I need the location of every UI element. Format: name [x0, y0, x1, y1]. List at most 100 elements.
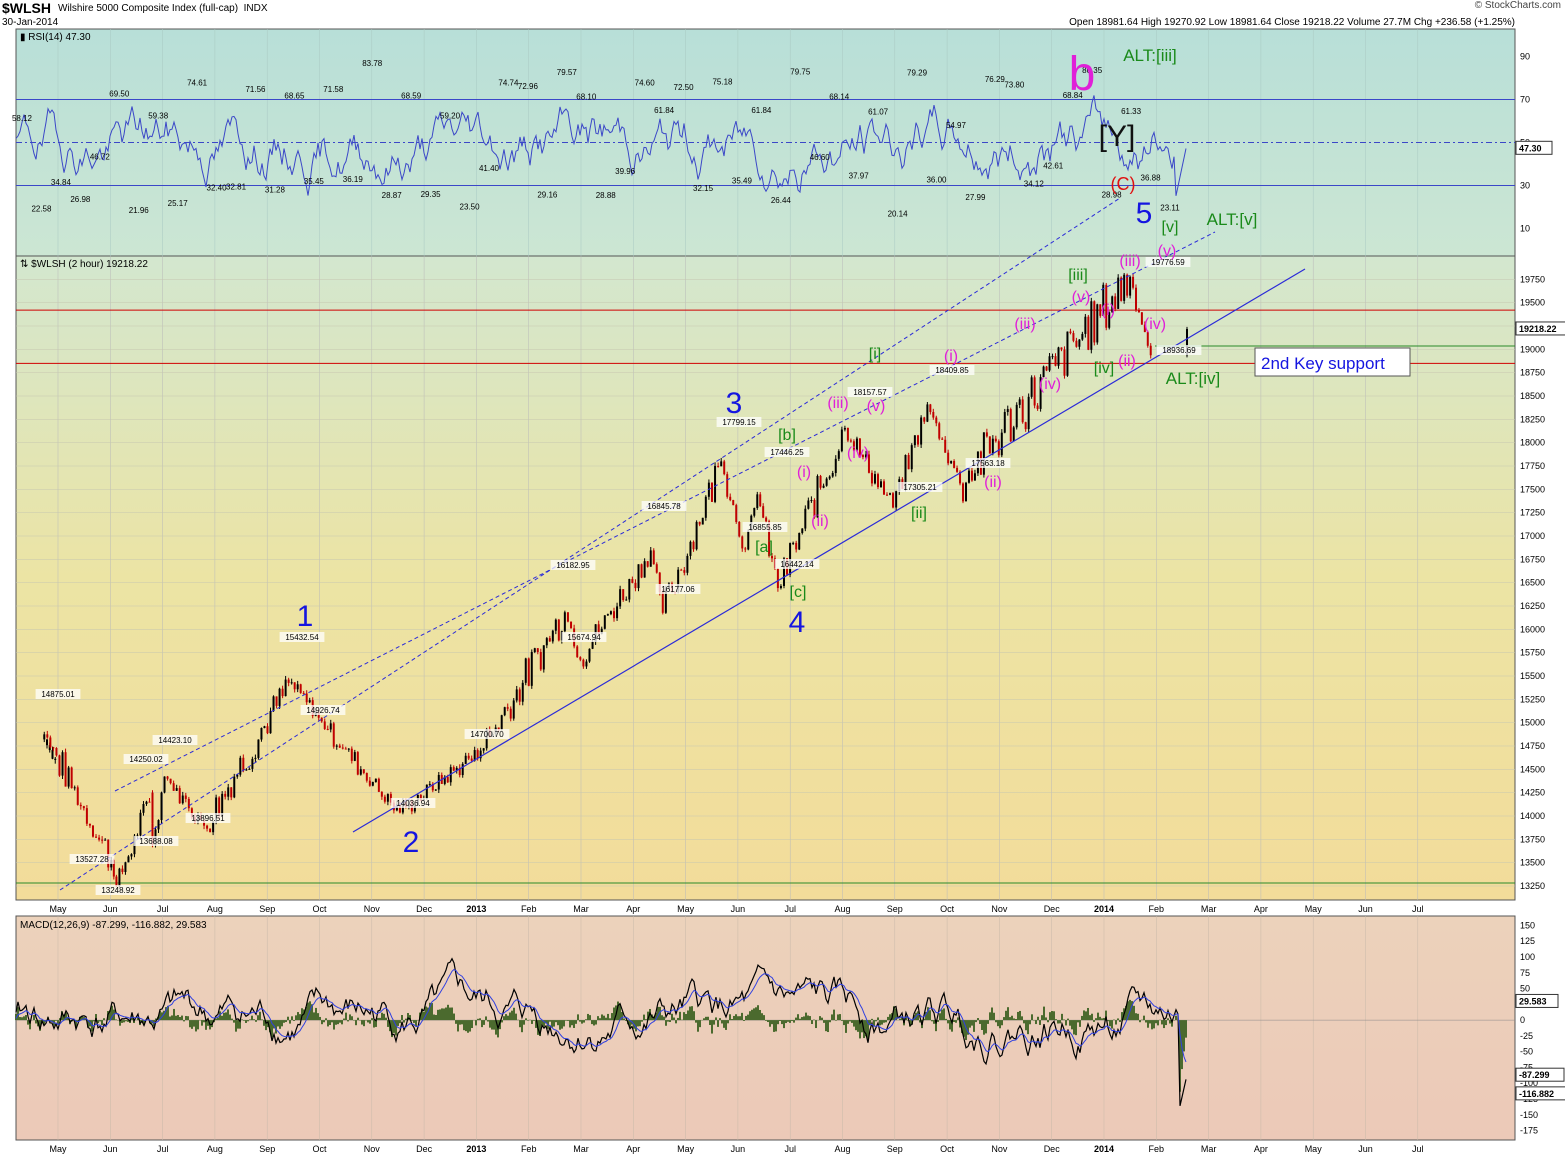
price-candle-body [362, 769, 365, 774]
macd-histogram-bar [403, 1020, 405, 1023]
macd-histogram-bar [287, 1016, 289, 1021]
x-tick-label: Oct [940, 1144, 955, 1154]
x-tick-label: Jul [784, 904, 796, 914]
macd-histogram-bar [305, 1006, 307, 1021]
channel-outer-line [59, 197, 1121, 891]
macd-histogram-bar [561, 1020, 563, 1029]
macd-histogram-bar [927, 1007, 929, 1021]
macd-histogram-bar [931, 1020, 933, 1022]
macd-histogram-bar [881, 1020, 883, 1025]
price-candle-body [698, 521, 701, 525]
macd-histogram-bar [723, 1020, 725, 1028]
macd-histogram-bar [15, 1013, 17, 1021]
price-candle-body [52, 747, 55, 749]
rsi-value-label: 74.61 [187, 79, 208, 88]
price-candle-body [184, 795, 187, 799]
macd-histogram-bar [555, 1020, 557, 1023]
macd-histogram-bar [431, 1003, 433, 1021]
macd-histogram-bar [81, 1016, 83, 1021]
price-candle-body [1120, 277, 1123, 301]
rsi-value-label: 72.50 [674, 83, 695, 92]
macd-histogram-bar [677, 1017, 679, 1021]
macd-histogram-bar [449, 1007, 451, 1021]
macd-histogram-bar [29, 1020, 31, 1030]
macd-histogram-bar [963, 1020, 965, 1037]
rsi-value-label: 21.96 [129, 206, 150, 215]
macd-histogram-bar [997, 1020, 999, 1027]
macd-histogram-bar [165, 1007, 167, 1021]
macd-histogram-bar [943, 1008, 945, 1021]
macd-histogram-bar [925, 1011, 927, 1021]
macd-histogram-bar [421, 1008, 423, 1021]
price-candle-body [48, 745, 51, 751]
price-candle-body [377, 778, 380, 792]
price-candle-body [386, 794, 389, 802]
price-candle-body [527, 658, 530, 686]
price-candle-body [771, 556, 774, 559]
wave-label: (iii) [827, 395, 848, 412]
macd-histogram-bar [291, 1016, 293, 1021]
price-candle-body [1081, 333, 1084, 340]
macd-histogram-bar [741, 1012, 743, 1021]
macd-histogram-bar [17, 1007, 19, 1021]
wave-label: (iv) [847, 445, 869, 462]
macd-histogram-bar [511, 1010, 513, 1021]
price-candle-body [661, 592, 664, 613]
price-candle-body [804, 508, 807, 529]
macd-histogram-bar [201, 1020, 203, 1026]
rsi-tick-label: 70 [1520, 95, 1530, 105]
price-candle-body [634, 582, 637, 589]
macd-histogram-bar [1137, 1013, 1139, 1021]
macd-histogram-bar [557, 1020, 559, 1026]
macd-histogram-bar [103, 1018, 105, 1021]
x-tick-label: May [1305, 904, 1323, 914]
macd-histogram-bar [535, 1020, 537, 1028]
last-value-box [1515, 1067, 1565, 1082]
macd-tick-label: 75 [1520, 968, 1530, 978]
price-candle-body [73, 787, 76, 789]
macd-histogram-bar [527, 1020, 529, 1021]
price-candle-body [383, 796, 386, 802]
price-candle-body [664, 588, 667, 613]
macd-histogram-bar [623, 1018, 625, 1021]
macd-histogram-bar [1097, 1012, 1099, 1021]
macd-histogram-bar [907, 1020, 909, 1021]
rsi-wave-b-label: b [1069, 48, 1096, 101]
macd-histogram-bar [1053, 1011, 1055, 1021]
macd-histogram-bar [443, 1008, 445, 1021]
macd-histogram-bar [1161, 1020, 1163, 1025]
macd-histogram-bar [821, 1017, 823, 1021]
rsi-value-label: 79.29 [907, 69, 928, 78]
x-tick-label: 2014 [1094, 904, 1114, 914]
price-candle-body [431, 783, 434, 791]
macd-histogram-bar [781, 1020, 783, 1025]
macd-histogram-bar [807, 1015, 809, 1021]
macd-histogram-bar [247, 1020, 249, 1022]
macd-histogram-bar [487, 1020, 489, 1022]
value-label-box [390, 798, 436, 808]
macd-histogram-bar [1135, 1013, 1137, 1021]
price-tick-label: 19500 [1520, 298, 1545, 308]
macd-histogram-bar [295, 1015, 297, 1021]
price-candle-body [732, 500, 735, 506]
macd-histogram-bar [155, 1018, 157, 1021]
price-candle-body [941, 438, 944, 440]
macd-histogram-bar [601, 1014, 603, 1021]
x-tick-label: Mar [1201, 1144, 1217, 1154]
price-candle-body [157, 820, 160, 830]
wave-label: (v) [1072, 289, 1091, 306]
macd-histogram-bar [27, 1020, 29, 1025]
macd-histogram-bar [1091, 1013, 1093, 1021]
macd-histogram-bar [137, 1017, 139, 1021]
macd-histogram-bar [1069, 1020, 1071, 1026]
macd-histogram-bar [187, 1016, 189, 1021]
value-label-box [35, 689, 81, 699]
value-label-box [279, 632, 325, 642]
rsi-value-label: 28.98 [1102, 191, 1123, 200]
price-candle-body [613, 611, 616, 619]
price-tick-label: 14500 [1520, 764, 1545, 774]
macd-histogram-bar [271, 1020, 273, 1038]
macd-histogram-bar [245, 1020, 247, 1023]
price-candle-body [290, 682, 293, 684]
price-candle-body [792, 542, 795, 544]
